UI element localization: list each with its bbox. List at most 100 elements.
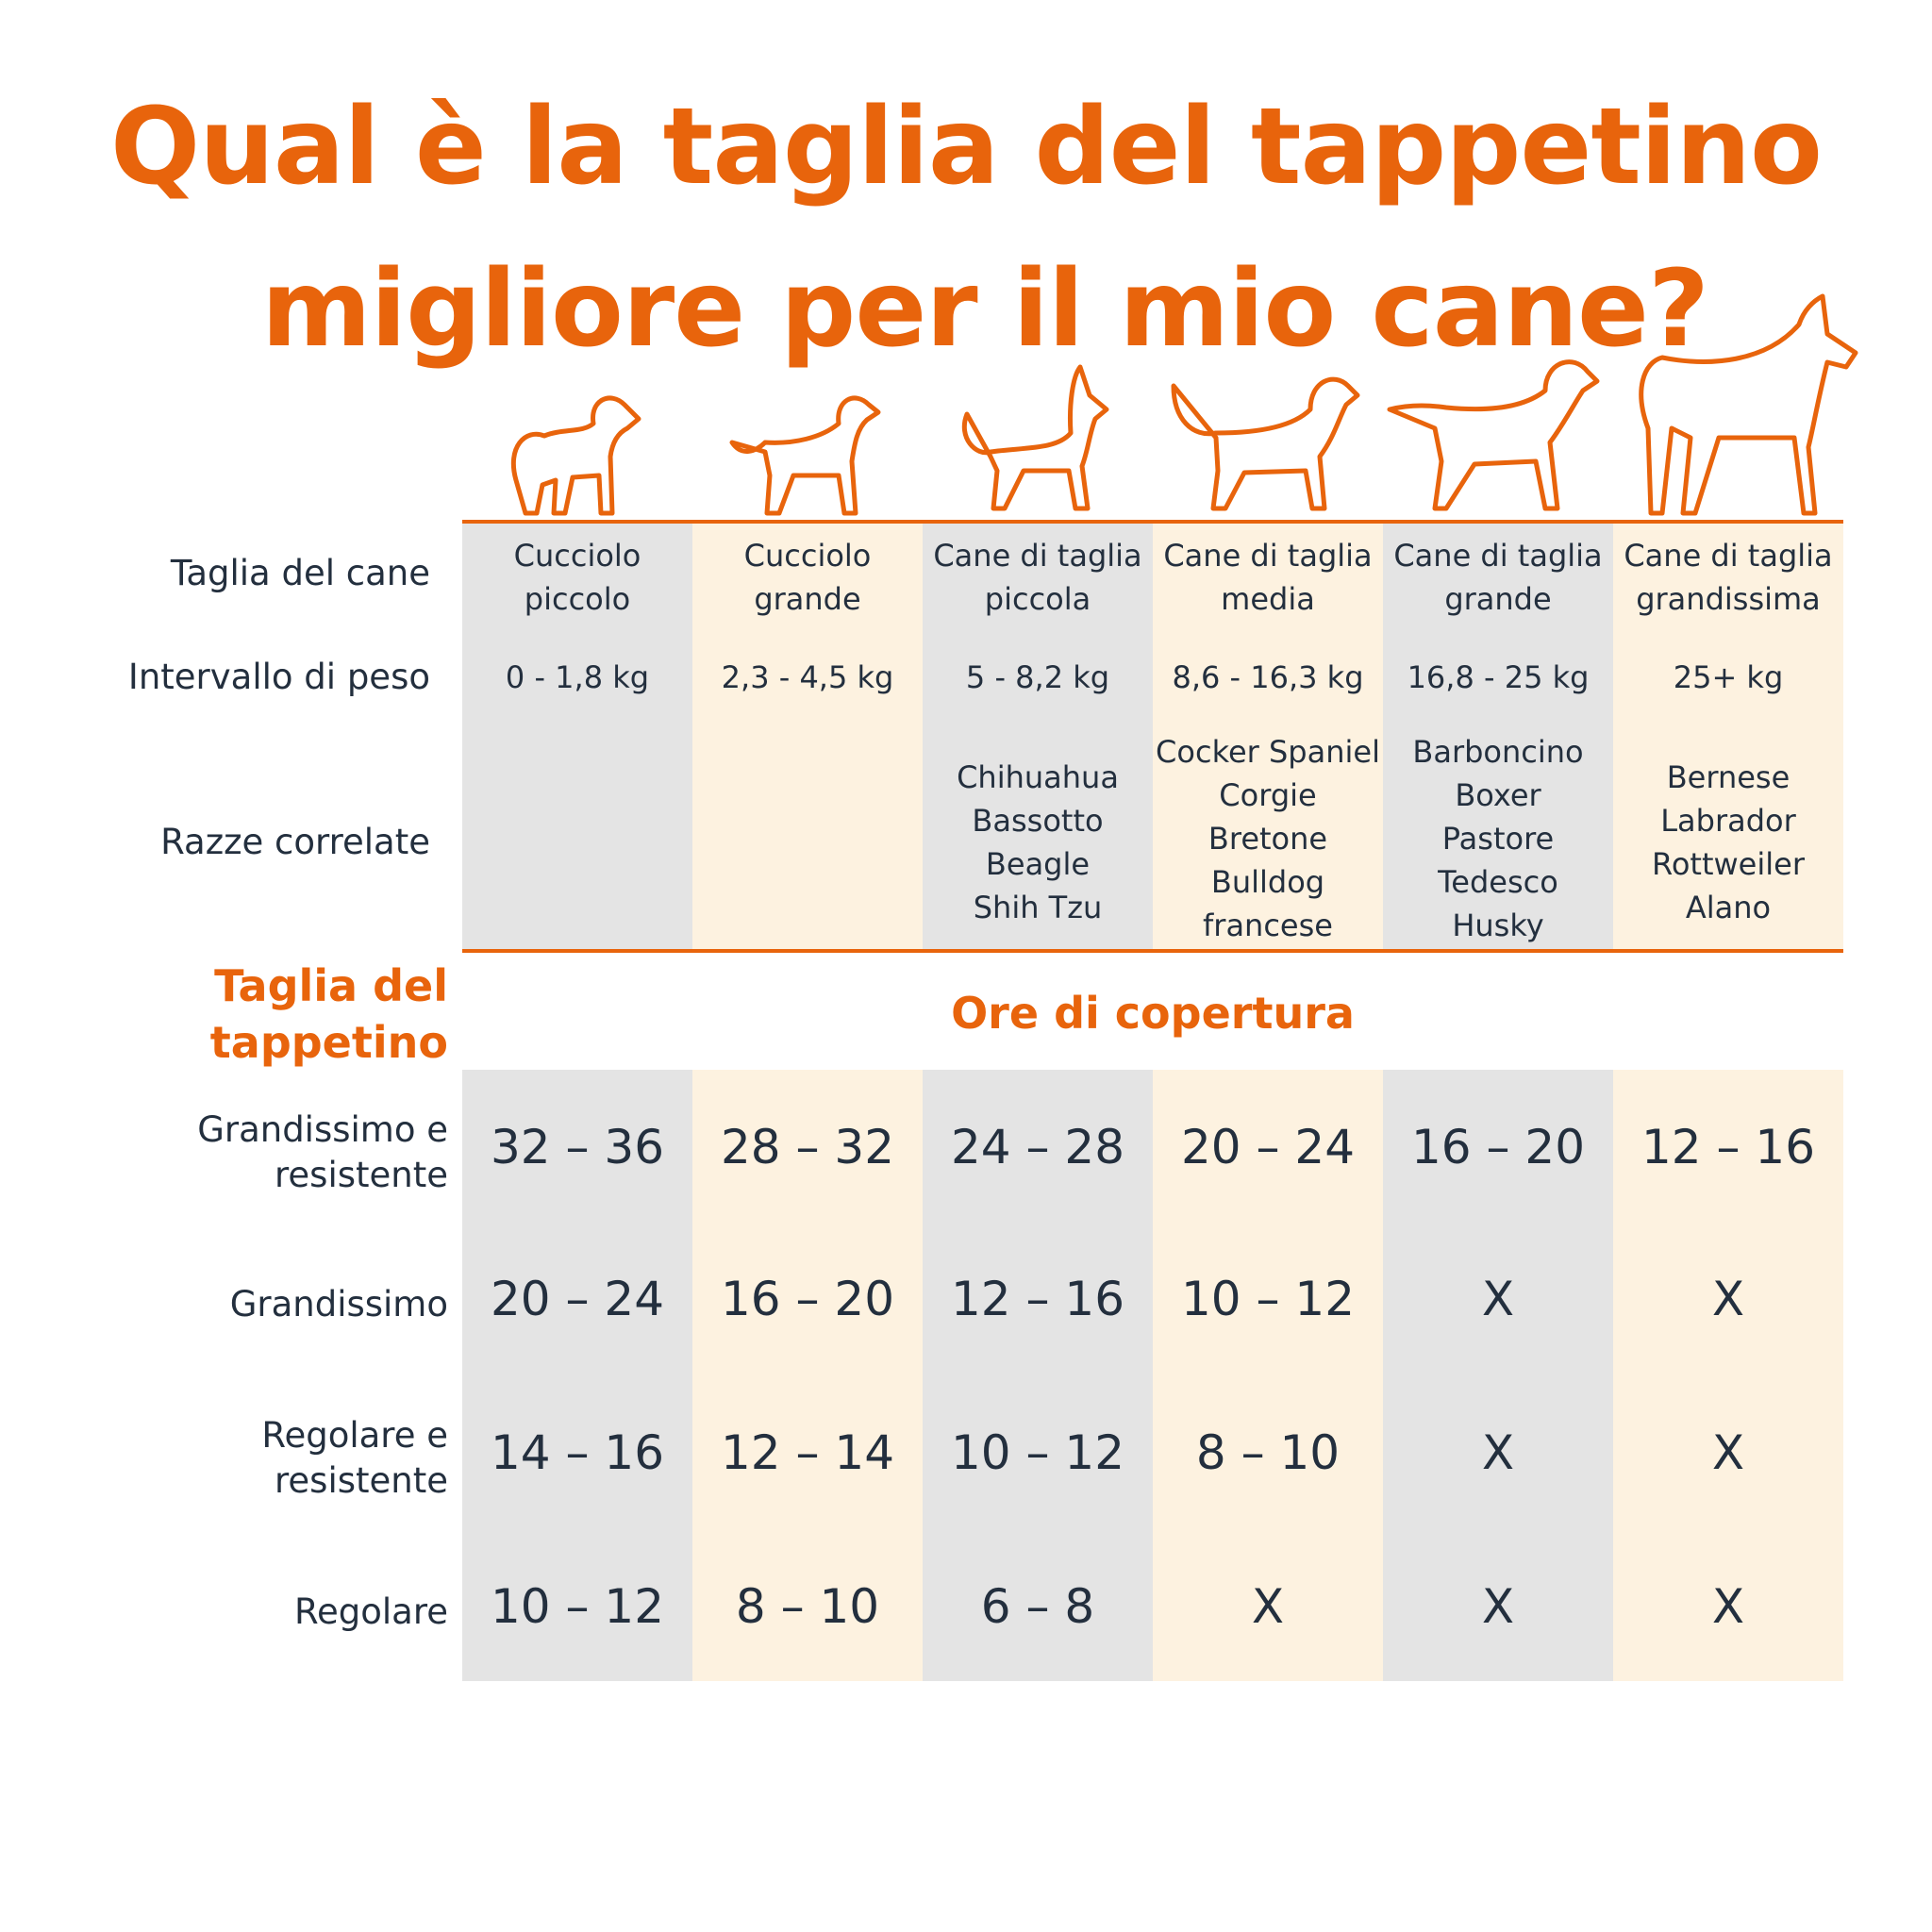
- column-band-coverage: [692, 1070, 923, 1681]
- coverage-value: 14 – 16: [490, 1425, 665, 1480]
- mat-size-header-line2: tappetino: [209, 1017, 448, 1068]
- mat-size-label: Regolare e resistente: [261, 1413, 448, 1504]
- mat-size-header: Taglia del tappetino: [210, 958, 448, 1071]
- row-label-weight: Intervallo di peso: [127, 657, 430, 697]
- coverage-value: 10 – 12: [950, 1425, 1125, 1480]
- coverage-value: 32 – 36: [490, 1120, 665, 1174]
- breed-name: Bretone: [1208, 821, 1328, 857]
- header-bottom-divider: [462, 949, 1843, 953]
- column-band-header: [923, 522, 1153, 951]
- breed-name: Pastore: [1441, 821, 1555, 857]
- column-band-header: [1383, 522, 1613, 951]
- column-band-coverage: [923, 1070, 1153, 1681]
- column-breeds: Cocker Spaniel Corgie Bretone Bulldog france…: [1153, 730, 1383, 947]
- breed-name: Rottweiler: [1652, 846, 1805, 882]
- breed-name: Bassotto: [972, 803, 1104, 839]
- column-band-coverage: [462, 1070, 692, 1681]
- puppy-small-icon: [510, 395, 641, 516]
- puppy-large-icon: [729, 395, 881, 516]
- size-label-line: Cucciolo: [513, 538, 641, 574]
- size-label-line: Cane di taglia: [1624, 538, 1833, 574]
- size-label-line: Cane di taglia: [1393, 538, 1603, 574]
- column-breeds: Bernese Labrador Rottweiler Alano: [1613, 756, 1843, 929]
- column-weight-range: 2,3 - 4,5 kg: [721, 659, 894, 695]
- mat-label-line: Grandissimo: [229, 1284, 448, 1324]
- breed-name: Bernese: [1666, 759, 1790, 795]
- mat-size-header-line1: Taglia del: [214, 960, 448, 1011]
- mat-label-line: resistente: [275, 1155, 448, 1195]
- column-size-label: Cane di taglia grandissima: [1613, 534, 1843, 621]
- page-title-line2: migliore per il mio cane?: [261, 248, 1709, 371]
- coverage-value: X: [1251, 1579, 1285, 1634]
- coverage-value: X: [1711, 1272, 1745, 1326]
- coverage-value: 20 – 24: [490, 1272, 665, 1326]
- coverage-header: Ore di copertura: [951, 988, 1355, 1039]
- size-label-line: Cucciolo: [743, 538, 872, 574]
- breed-name: Boxer: [1455, 777, 1541, 813]
- column-band-coverage: [1383, 1070, 1613, 1681]
- coverage-value: 16 – 20: [1410, 1120, 1586, 1174]
- coverage-value: 12 – 14: [720, 1425, 895, 1480]
- dog-outline: [1639, 293, 1858, 516]
- mat-size-label: Regolare: [294, 1590, 448, 1635]
- coverage-value: 6 – 8: [980, 1579, 1095, 1634]
- coverage-value: X: [1481, 1425, 1515, 1480]
- page-title-line1: Qual è la taglia del tappetino: [109, 86, 1823, 208]
- mat-size-label: Grandissimo e resistente: [197, 1108, 448, 1198]
- coverage-value: X: [1711, 1425, 1745, 1480]
- coverage-value: X: [1711, 1579, 1745, 1634]
- mat-label-line: Grandissimo e: [197, 1109, 448, 1150]
- size-label-line: grande: [754, 581, 861, 617]
- column-weight-range: 16,8 - 25 kg: [1407, 659, 1590, 695]
- size-label-line: grande: [1444, 581, 1552, 617]
- coverage-value: 12 – 16: [1641, 1120, 1816, 1174]
- breed-name: Husky: [1452, 908, 1544, 943]
- breed-name: Tedesco: [1438, 864, 1558, 900]
- dog-outline: [1171, 376, 1360, 511]
- dog-outline: [510, 395, 641, 516]
- column-band-header: [1153, 522, 1383, 951]
- breed-name: Barboncino: [1412, 734, 1584, 770]
- mat-label-line: resistente: [275, 1460, 448, 1501]
- small-dog-icon: [961, 364, 1109, 511]
- header-top-divider: [462, 520, 1843, 524]
- coverage-value: 20 – 24: [1180, 1120, 1356, 1174]
- dog-outline: [961, 364, 1109, 511]
- coverage-value: 28 – 32: [720, 1120, 895, 1174]
- column-weight-range: 25+ kg: [1673, 659, 1784, 695]
- row-label-size: Taglia del cane: [170, 553, 430, 593]
- column-weight-range: 0 - 1,8 kg: [505, 659, 650, 695]
- coverage-value: 24 – 28: [950, 1120, 1125, 1174]
- column-weight-range: 5 - 8,2 kg: [965, 659, 1110, 695]
- column-size-label: Cane di taglia grande: [1383, 534, 1613, 621]
- breed-name: Chihuahua: [957, 759, 1119, 795]
- mat-label-line: Regolare: [293, 1591, 448, 1632]
- coverage-value: 16 – 20: [720, 1272, 895, 1326]
- size-label-line: media: [1221, 581, 1315, 617]
- breed-name: francese: [1203, 908, 1333, 943]
- breed-name: Corgie: [1219, 777, 1317, 813]
- coverage-value: X: [1481, 1272, 1515, 1326]
- giant-dog-icon: [1639, 293, 1858, 516]
- column-breeds: Barboncino Boxer Pastore Tedesco Husky: [1383, 730, 1613, 947]
- coverage-value: 12 – 16: [950, 1272, 1125, 1326]
- column-breeds: Chihuahua Bassotto Beagle Shih Tzu: [923, 756, 1153, 929]
- column-size-label: Cucciolo piccolo: [462, 534, 692, 621]
- mat-label-line: Regolare e: [261, 1415, 448, 1456]
- size-label-line: piccolo: [524, 581, 631, 617]
- column-band-header: [1613, 522, 1843, 951]
- size-label-line: Cane di taglia: [1163, 538, 1373, 574]
- breed-name: Cocker Spaniel: [1156, 734, 1380, 770]
- coverage-value: 10 – 12: [490, 1579, 665, 1634]
- breed-name: Shih Tzu: [973, 890, 1103, 925]
- coverage-value: X: [1481, 1579, 1515, 1634]
- medium-dog-icon: [1171, 376, 1360, 511]
- column-size-label: Cane di taglia piccola: [923, 534, 1153, 621]
- breed-name: Bulldog: [1210, 864, 1325, 900]
- column-size-label: Cucciolo grande: [692, 534, 923, 621]
- column-band-coverage: [1153, 1070, 1383, 1681]
- column-weight-range: 8,6 - 16,3 kg: [1172, 659, 1364, 695]
- size-label-line: grandissima: [1636, 581, 1821, 617]
- size-label-line: piccola: [984, 581, 1091, 617]
- dog-outline: [1387, 359, 1600, 511]
